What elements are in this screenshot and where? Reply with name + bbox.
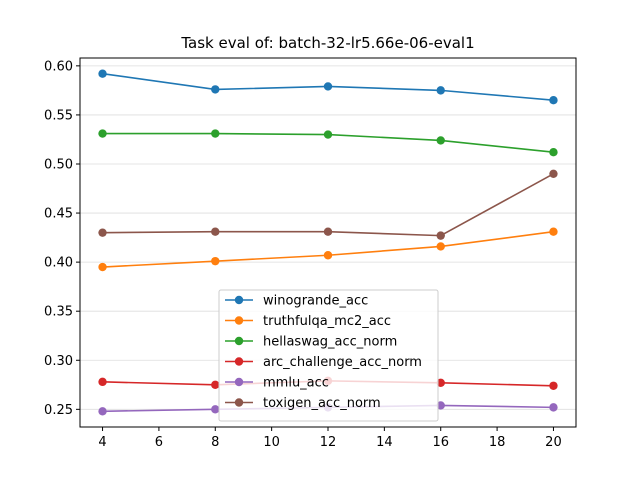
data-point-toxigen_acc_norm	[98, 228, 107, 237]
legend: winogrande_acc truthfulqa_mc2_acc hellaswa…	[218, 289, 439, 422]
y-tick-label: 0.60	[44, 59, 73, 74]
chart-title: Task eval of: batch-32-lr5.66e-06-eval1	[180, 34, 474, 52]
data-point-truthfulqa_mc2_acc	[98, 262, 107, 272]
data-point-hellaswag_acc_norm	[98, 129, 107, 138]
data-point-toxigen_acc_norm	[323, 227, 333, 236]
y-tick-label: 0.45	[44, 207, 73, 222]
y-tick-label: 0.50	[44, 157, 73, 172]
legend-label: mmlu_acc	[263, 376, 329, 391]
x-tick-label: 12	[320, 435, 337, 450]
data-point-truthfulqa_mc2_acc	[549, 227, 558, 236]
data-point-winogrande_acc	[323, 82, 333, 91]
x-tick-label: 20	[545, 435, 562, 450]
x-tick-label: 6	[155, 435, 163, 450]
y-tick-label: 0.30	[44, 354, 73, 369]
y-tick-label: 0.40	[44, 256, 73, 271]
x-tick-label: 8	[211, 435, 219, 450]
data-point-mmlu_acc	[211, 405, 220, 414]
legend-box	[218, 289, 439, 422]
x-tick-label: 16	[432, 435, 449, 450]
data-point-hellaswag_acc_norm	[211, 129, 220, 138]
axes: 0.25 0.30 0.35 0.40 0.45 0.50 0.55 0.60 4 6 8 10 12 1…	[44, 59, 562, 450]
series-line-toxigen_acc_norm	[102, 173, 554, 237]
x-tick-label: 18	[489, 435, 506, 450]
x-tick-label: 4	[98, 435, 106, 450]
data-point-arc_challenge_acc_norm	[98, 377, 107, 387]
x-tick-label: 10	[263, 435, 280, 450]
legend-swatch-marker	[234, 398, 244, 407]
data-point-truthfulqa_mc2_acc	[211, 256, 220, 266]
data-point-arc_challenge_acc_norm	[211, 380, 220, 390]
data-point-truthfulqa_mc2_acc	[436, 242, 445, 251]
y-tick-label: 0.55	[44, 108, 73, 123]
legend-swatch-marker	[234, 316, 244, 325]
data-point-winogrande_acc	[98, 69, 107, 78]
data-point-hellaswag_acc_norm	[436, 136, 445, 145]
legend-swatch-marker	[234, 377, 244, 387]
legend-swatch-marker	[234, 336, 244, 346]
data-point-winogrande_acc	[436, 86, 445, 95]
data-point-truthfulqa_mc2_acc	[323, 251, 333, 260]
legend-label: arc_challenge_acc_norm	[263, 355, 422, 370]
data-point-hellaswag_acc_norm	[549, 148, 558, 157]
y-tick-label: 0.35	[44, 305, 73, 320]
legend-label: hellaswag_acc_norm	[263, 335, 397, 350]
x-tick-label: 14	[376, 435, 393, 450]
data-point-mmlu_acc	[98, 407, 107, 416]
data-point-toxigen_acc_norm	[436, 231, 445, 240]
data-point-winogrande_acc	[549, 95, 558, 105]
data-point-winogrande_acc	[211, 85, 220, 94]
data-point-toxigen_acc_norm	[549, 169, 558, 179]
data-point-arc_challenge_acc_norm	[549, 381, 558, 390]
data-point-toxigen_acc_norm	[211, 227, 220, 236]
legend-label: truthfulqa_mc2_acc	[263, 314, 391, 329]
legend-label: winogrande_acc	[263, 294, 368, 309]
legend-label: toxigen_acc_norm	[263, 396, 381, 411]
y-tick-label: 0.25	[44, 403, 73, 418]
data-point-mmlu_acc	[436, 401, 445, 410]
legend-swatch-marker	[234, 295, 244, 305]
legend-swatch-marker	[234, 357, 244, 366]
data-point-mmlu_acc	[549, 403, 558, 412]
data-point-hellaswag_acc_norm	[323, 130, 333, 139]
data-point-arc_challenge_acc_norm	[436, 378, 445, 388]
